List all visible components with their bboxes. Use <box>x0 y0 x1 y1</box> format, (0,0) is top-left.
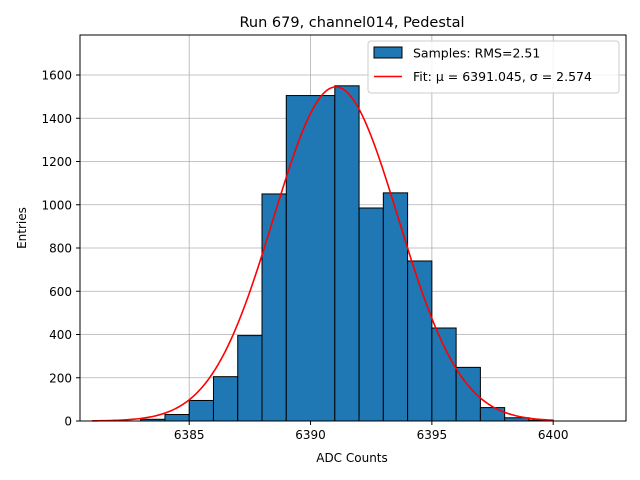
histogram-bar <box>237 335 263 422</box>
histogram-bar <box>479 407 506 422</box>
legend-box <box>367 40 620 94</box>
legend: Samples: RMS=2.51 Fit: μ = 6391.045, σ =… <box>367 40 620 94</box>
y-tick-label: 800 <box>49 242 72 256</box>
chart-title: Run 679, channel014, Pedestal <box>239 15 464 31</box>
histogram-bar <box>164 414 190 422</box>
y-tick-label: 600 <box>49 285 72 299</box>
histogram-bar <box>334 85 360 422</box>
histogram-bar <box>212 376 239 422</box>
x-axis-label: ADC Counts <box>316 451 388 465</box>
x-axis-ticks: 6385 6390 6395 6400 <box>174 421 569 442</box>
legend-fit-label: Fit: μ = 6391.045, σ = 2.574 <box>413 69 592 84</box>
y-tick-label: 1600 <box>41 69 72 83</box>
x-tick-label: 6400 <box>538 428 569 442</box>
histogram-bar <box>358 207 384 422</box>
y-tick-label: 400 <box>49 328 72 342</box>
x-tick-label: 6395 <box>417 428 448 442</box>
y-axis-label: Entries <box>15 207 29 249</box>
x-tick-label: 6390 <box>295 428 326 442</box>
histogram-bar <box>431 327 457 422</box>
histogram-bar <box>285 95 336 422</box>
histogram-bars <box>140 85 554 422</box>
histogram-bar <box>382 192 409 422</box>
x-tick-label: 6385 <box>174 428 205 442</box>
histogram-bar <box>188 399 214 422</box>
y-tick-label: 0 <box>64 415 72 429</box>
fit-curve <box>92 86 554 422</box>
y-axis-ticks: 0 200 400 600 800 1000 1200 1400 1600 <box>41 69 80 429</box>
y-tick-label: 200 <box>49 371 72 385</box>
y-tick-label: 1400 <box>41 112 72 126</box>
histogram-bar <box>261 193 287 422</box>
y-tick-label: 1200 <box>41 155 72 169</box>
y-tick-label: 1000 <box>41 198 72 212</box>
legend-histogram-label: Samples: RMS=2.51 <box>413 46 540 61</box>
legend-histogram-swatch <box>373 46 403 59</box>
plot-frame <box>79 34 627 422</box>
